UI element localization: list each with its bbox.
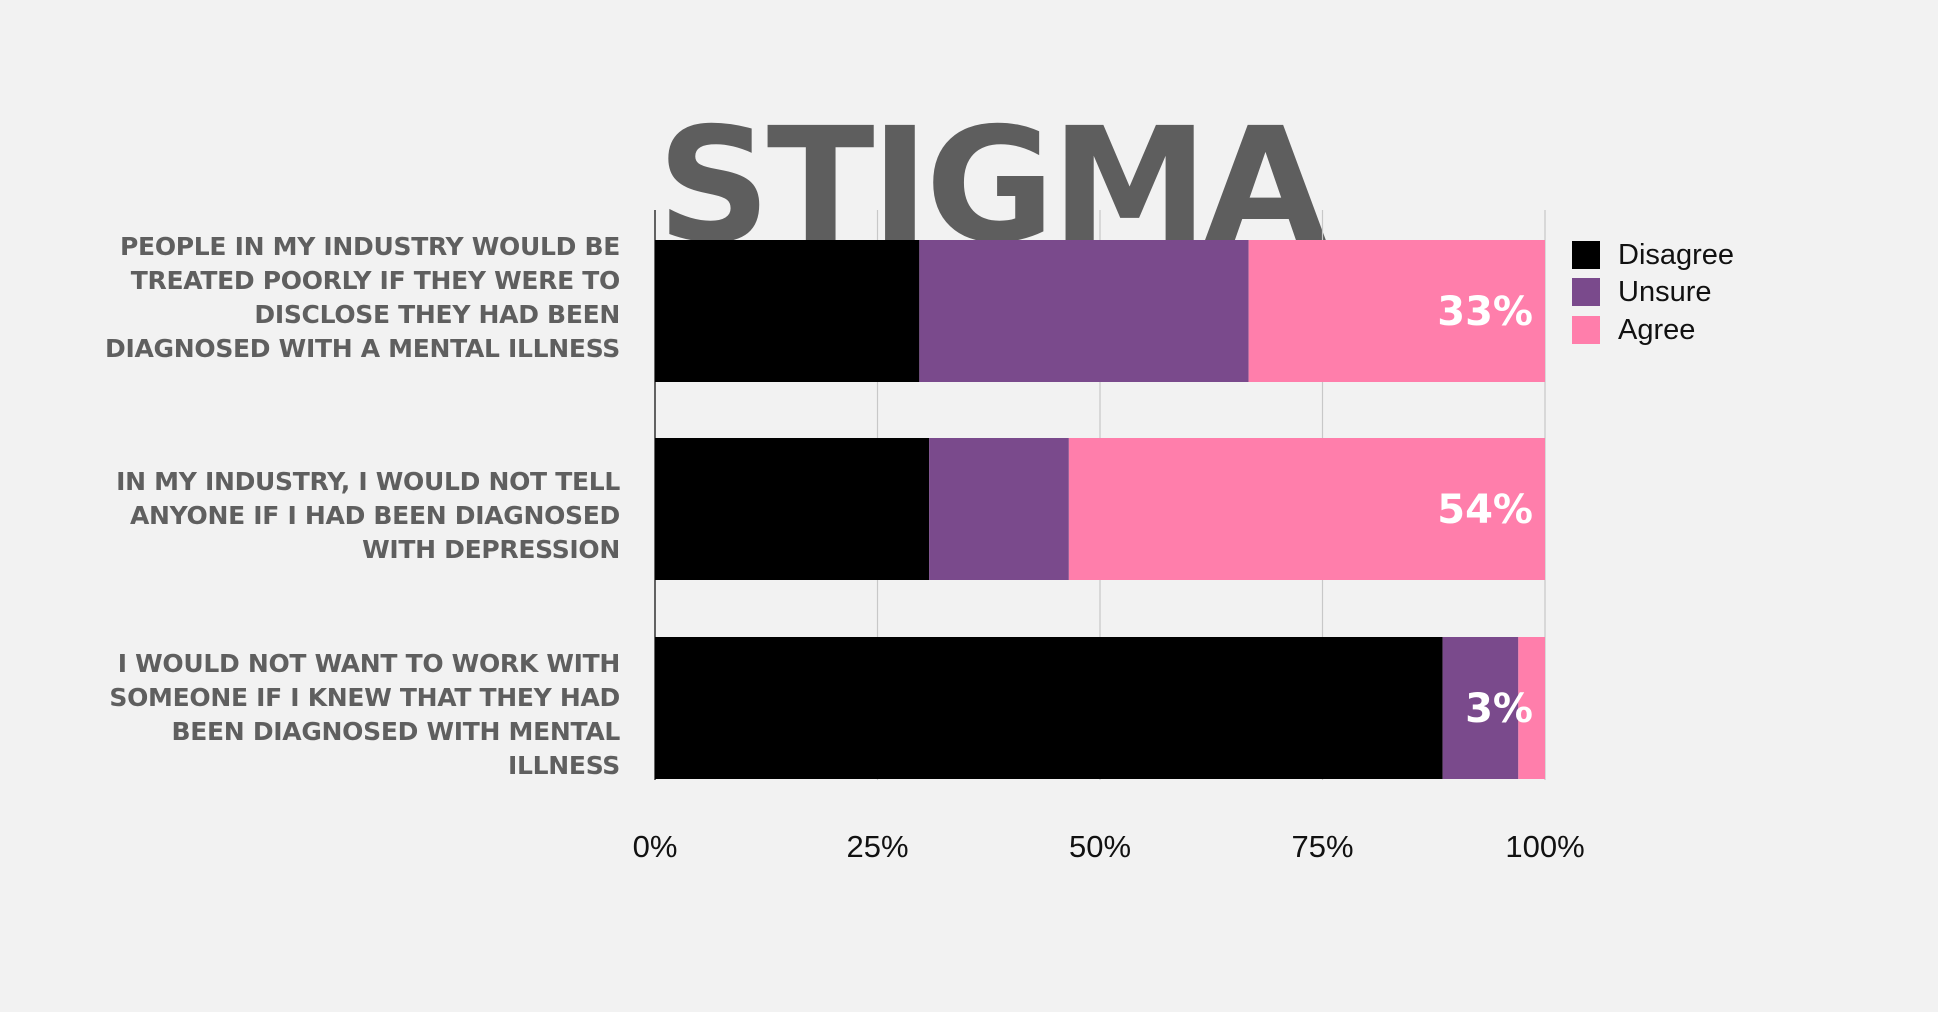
category-label-1: PEOPLE IN MY INDUSTRY WOULD BE TREATED P… [105, 232, 620, 363]
bar-unsure-1 [919, 240, 1249, 382]
legend-swatch-agree [1572, 316, 1600, 344]
x-tick-label-2: 50% [1069, 829, 1131, 864]
bar-unsure-2 [929, 438, 1069, 580]
category-label-3: I WOULD NOT WANT TO WORK WITH SOMEONE IF… [109, 649, 620, 780]
legend-item-disagree: Disagree [1572, 239, 1734, 271]
bar-disagree-2 [655, 438, 930, 580]
bar-agree-1 [1248, 240, 1545, 382]
legend-swatch-disagree [1572, 241, 1600, 269]
bar-group [655, 240, 1545, 779]
data-label-2: 54% [1437, 487, 1533, 533]
x-tick-label-1: 25% [846, 829, 908, 864]
legend-item-unsure: Unsure [1572, 276, 1712, 308]
x-tick-label-4: 100% [1505, 829, 1584, 864]
data-label-3: 3% [1465, 686, 1533, 732]
legend-label-agree: Agree [1618, 313, 1696, 346]
legend-label-unsure: Unsure [1618, 275, 1712, 308]
legend-swatch-unsure [1572, 278, 1600, 306]
category-label-2: IN MY INDUSTRY, I WOULD NOT TELL ANYONE … [116, 467, 620, 564]
bar-unsure-3 [1442, 637, 1519, 779]
data-label-group: 33% 54% 3% [1437, 289, 1533, 732]
bar-disagree-1 [655, 240, 920, 382]
legend-label-disagree: Disagree [1618, 238, 1735, 271]
x-axis-ticks: 0% 25% 50% 75% 100% [633, 829, 1585, 864]
data-label-1: 33% [1437, 289, 1533, 335]
x-tick-label-3: 75% [1291, 829, 1353, 864]
bar-disagree-3 [655, 637, 1443, 779]
legend-item-agree: Agree [1572, 314, 1695, 346]
x-tick-label-0: 0% [633, 829, 678, 864]
bar-agree-2 [1068, 438, 1545, 580]
bar-agree-3 [1518, 637, 1545, 779]
